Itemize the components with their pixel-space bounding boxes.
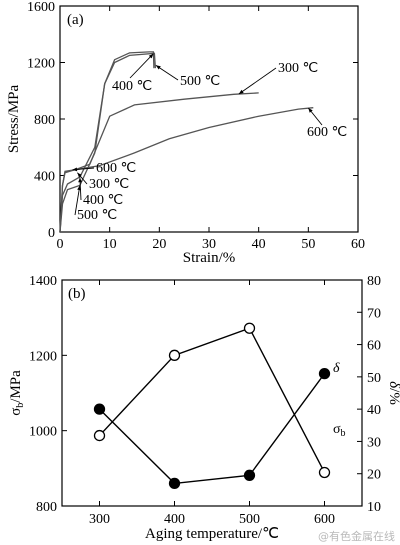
plot-frame-b bbox=[61, 279, 363, 507]
point-sigma-b bbox=[93, 429, 106, 442]
y-tick-label-left-b: 1200 bbox=[29, 349, 57, 364]
x-tick-label-b: 600 bbox=[314, 512, 335, 527]
leader-line bbox=[129, 53, 154, 79]
x-tick-label-b: 300 bbox=[89, 512, 110, 527]
y-tick-label-a: 800 bbox=[34, 113, 55, 128]
curve-600C bbox=[59, 107, 314, 233]
watermark: @有色金属在线 bbox=[318, 529, 395, 543]
y-tick-label-right-b: 10 bbox=[367, 500, 381, 515]
y-tick-label-right-b: 70 bbox=[367, 306, 381, 321]
x-axis-label-b: Aging temperature/℃ bbox=[145, 526, 279, 542]
annotation-label: 500 ℃ bbox=[180, 74, 220, 89]
y-tick-label-right-b: 60 bbox=[367, 339, 381, 354]
y-tick-label-left-b: 800 bbox=[36, 500, 57, 515]
point-sigma-b bbox=[168, 349, 181, 361]
annotation-label: 600 ℃ bbox=[307, 125, 347, 140]
series-line-sigma-b bbox=[98, 327, 326, 473]
y-axis-label-left-b: σb/MPa bbox=[8, 370, 26, 416]
y-tick-label-right-b: 50 bbox=[367, 371, 381, 386]
series-label-sigma: σb bbox=[333, 422, 346, 439]
y-tick-label-right-b: 40 bbox=[367, 403, 381, 418]
leader-arrowhead bbox=[77, 172, 82, 178]
panel-label-a: (a) bbox=[67, 12, 84, 28]
x-tick-label-a: 30 bbox=[202, 237, 216, 252]
x-tick-label-a: 40 bbox=[252, 237, 266, 252]
point-delta bbox=[318, 367, 331, 380]
leader-arrowhead bbox=[72, 167, 78, 172]
y-tick-label-a: 0 bbox=[48, 226, 55, 241]
series-line-delta bbox=[99, 373, 326, 485]
curve-500C bbox=[59, 51, 155, 233]
curves-a bbox=[59, 51, 314, 233]
point-delta bbox=[168, 477, 181, 490]
x-axis-label-a: Strain/% bbox=[183, 250, 236, 266]
aging-temperature-chart: 300 400 500 600 800 1000 1200 1400 10 20 30 40 50 60 7… bbox=[8, 274, 400, 542]
x-tick-label-b: 400 bbox=[164, 512, 185, 527]
leader-arrowhead bbox=[78, 177, 82, 183]
leader-line bbox=[238, 67, 277, 95]
ticks-a: 0 10 20 30 40 50 60 0 400 800 1200 1600 bbox=[27, 0, 365, 252]
annotation-label: 300 ℃ bbox=[89, 177, 129, 192]
point-delta bbox=[243, 469, 256, 481]
x-tick-label-a: 20 bbox=[152, 237, 166, 252]
annotation-label: 500 ℃ bbox=[77, 208, 117, 223]
leader-arrowhead bbox=[308, 108, 313, 113]
markers-b bbox=[93, 322, 331, 490]
y-tick-label-right-b: 20 bbox=[367, 468, 381, 483]
y-tick-label-a: 1600 bbox=[27, 0, 55, 15]
annotation-label: 400 ℃ bbox=[83, 193, 123, 208]
y-tick-label-left-b: 1000 bbox=[29, 425, 57, 440]
leader-arrowhead bbox=[77, 185, 81, 191]
annotation-label: 300 ℃ bbox=[278, 61, 318, 76]
x-tick-label-a: 60 bbox=[351, 237, 365, 252]
y-tick-label-right-b: 30 bbox=[367, 435, 381, 450]
y-axis-label-right-b: δ/% bbox=[386, 381, 400, 405]
leader-arrowhead bbox=[148, 53, 154, 59]
leader-arrowhead bbox=[238, 89, 244, 94]
ticks-b: 300 400 500 600 800 1000 1200 1400 10 20 30 40 50 60 7… bbox=[29, 274, 381, 527]
y-tick-label-a: 400 bbox=[34, 170, 55, 185]
annotation-label: 600 ℃ bbox=[96, 161, 136, 176]
x-tick-label-a: 0 bbox=[57, 237, 64, 252]
series-label-delta: δ bbox=[333, 361, 340, 376]
point-sigma-b bbox=[318, 466, 331, 479]
x-tick-label-a: 10 bbox=[103, 237, 117, 252]
y-tick-label-a: 1200 bbox=[27, 57, 55, 72]
y-tick-label-left-b: 1400 bbox=[29, 274, 57, 289]
panel-label-b: (b) bbox=[68, 286, 86, 302]
y-tick-label-right-b: 80 bbox=[367, 274, 381, 289]
x-tick-label-a: 50 bbox=[301, 237, 315, 252]
point-sigma-b bbox=[243, 322, 256, 334]
lines-b bbox=[98, 327, 326, 485]
x-tick-label-b: 500 bbox=[239, 512, 260, 527]
point-delta bbox=[93, 403, 106, 415]
y-axis-label-a: Stress/MPa bbox=[6, 84, 22, 153]
leader-arrowhead bbox=[155, 65, 161, 70]
leader-line bbox=[74, 185, 81, 216]
annotation-label: 400 ℃ bbox=[112, 79, 152, 94]
